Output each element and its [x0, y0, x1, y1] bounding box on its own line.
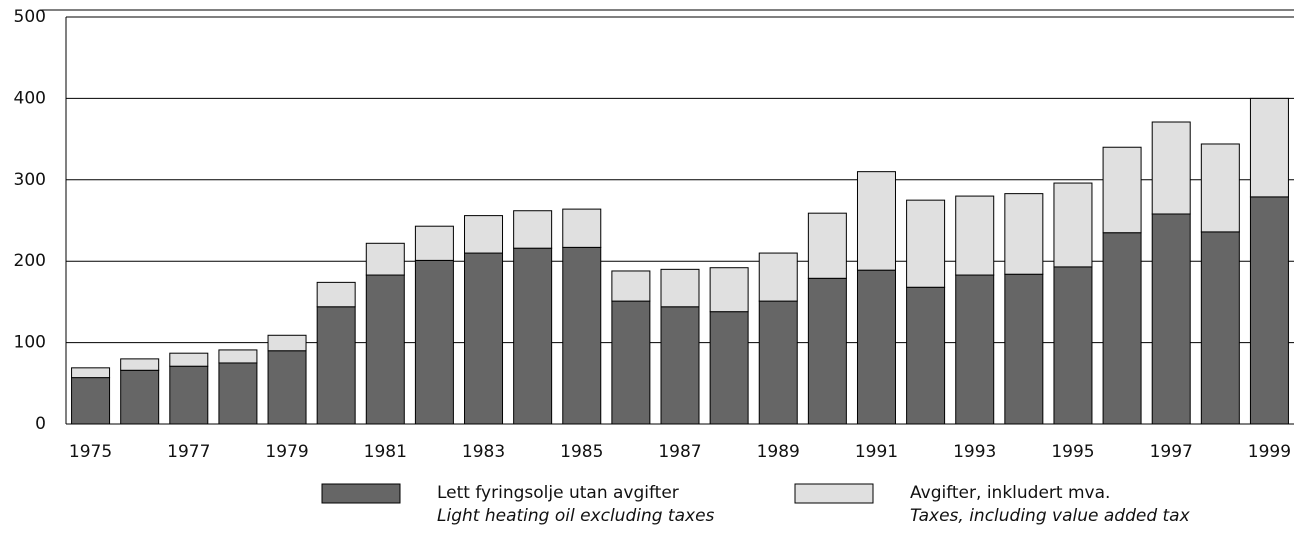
- bar-segment: [955, 274, 995, 425]
- bar-segment: [1053, 266, 1093, 425]
- bar-segment: [807, 277, 847, 425]
- bar-segment: [267, 334, 307, 352]
- bar-segment: [71, 377, 111, 425]
- legend-sublabel: Light heating oil excluding taxes: [437, 506, 715, 526]
- x-tick-label: 1985: [560, 442, 603, 462]
- bar-segment: [1151, 213, 1191, 425]
- legend-label: Avgifter, inkludert mva.: [910, 483, 1110, 503]
- x-tick-label: 1993: [953, 442, 996, 462]
- bar-segment: [906, 199, 946, 288]
- bar-segment: [120, 358, 160, 371]
- bar-segment: [1249, 196, 1289, 425]
- y-tick-label: 300: [14, 170, 46, 190]
- x-tick-label: 1979: [265, 442, 308, 462]
- bar-segment: [1004, 193, 1044, 275]
- y-tick-label: 500: [14, 7, 46, 27]
- bar-segment: [562, 208, 602, 248]
- bar-segment: [660, 268, 700, 308]
- bar-segment: [1200, 231, 1240, 425]
- bar-segment: [414, 259, 454, 425]
- y-tick-label: 400: [14, 88, 46, 108]
- bar-segment: [218, 349, 258, 364]
- bar-segment: [1151, 121, 1191, 215]
- bar-segment: [414, 225, 454, 261]
- bar-segment: [365, 274, 405, 425]
- x-tick-label: 1997: [1150, 442, 1193, 462]
- bar-segment: [316, 306, 356, 425]
- y-tick-label: 200: [14, 251, 46, 271]
- bar-segment: [1053, 182, 1093, 268]
- x-tick-label: 1977: [167, 442, 210, 462]
- bar-segment: [120, 369, 160, 425]
- legend-swatch: [794, 483, 874, 504]
- bar-segment: [169, 352, 209, 367]
- bar-segment: [1102, 232, 1142, 425]
- bar-segment: [856, 269, 896, 425]
- x-tick-label: 1983: [462, 442, 505, 462]
- bar-segment: [464, 252, 504, 425]
- y-tick-label: 0: [35, 414, 46, 434]
- x-tick-label: 1999: [1248, 442, 1291, 462]
- bar-segment: [611, 270, 651, 302]
- bar-segment: [169, 365, 209, 425]
- y-tick-label: 100: [14, 333, 46, 353]
- bar-segment: [906, 286, 946, 425]
- bar-segment: [660, 306, 700, 425]
- bar-segment: [807, 212, 847, 279]
- legend-swatch: [321, 483, 401, 504]
- x-tick-label: 1991: [855, 442, 898, 462]
- bar-segment: [709, 311, 749, 425]
- bar-segment: [758, 252, 798, 302]
- legend-sublabel: Taxes, including value added tax: [910, 506, 1191, 526]
- bar-segment: [611, 300, 651, 425]
- bar-segment: [1200, 143, 1240, 233]
- bar-segment: [709, 267, 749, 313]
- x-tick-label: 1995: [1051, 442, 1094, 462]
- x-tick-label: 1989: [757, 442, 800, 462]
- bar-segment: [365, 242, 405, 276]
- bar-segment: [856, 171, 896, 271]
- bar-segment: [513, 210, 553, 249]
- bar-segment: [562, 246, 602, 425]
- x-tick-label: 1981: [364, 442, 407, 462]
- bar-segment: [464, 215, 504, 254]
- bar-segment: [218, 362, 258, 425]
- bar-segment: [1249, 97, 1289, 198]
- x-tick-label: 1975: [69, 442, 112, 462]
- legend-label: Lett fyringsolje utan avgifter: [437, 483, 679, 503]
- bar-segment: [955, 195, 995, 276]
- bar-segment: [71, 367, 111, 379]
- bar-segment: [513, 247, 553, 425]
- bar-segment: [1004, 273, 1044, 425]
- bar-segment: [1102, 146, 1142, 234]
- bar-segment: [267, 350, 307, 425]
- bar-segment: [758, 300, 798, 425]
- x-tick-label: 1987: [658, 442, 701, 462]
- bar-segment: [316, 281, 356, 308]
